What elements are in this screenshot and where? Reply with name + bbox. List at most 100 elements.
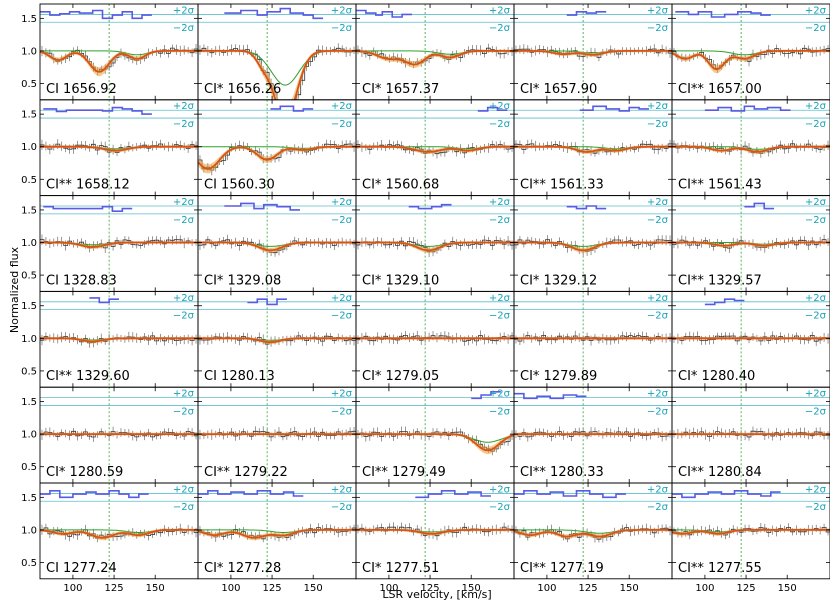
x-tick-label: 100 — [221, 583, 240, 594]
panel-label: CI** 1561.43 — [678, 178, 762, 193]
plus-sigma-label: +2σ — [173, 484, 195, 495]
panel-plot-area — [356, 291, 514, 388]
panel-label: CI** 1329.60 — [46, 369, 130, 384]
panel: +2σ −2σ CI 1277.24 0.5 1.0 1.5 100 125 150 — [21, 482, 199, 594]
panel: +2σ −2σ CI** 1279.22 — [197, 386, 357, 484]
plus-sigma-label: +2σ — [647, 101, 669, 112]
y-tick-label: 1.0 — [21, 238, 37, 249]
y-tick-label: 0.5 — [21, 79, 37, 90]
minus-sigma-label: −2σ — [647, 215, 669, 226]
y-tick-label: 1.0 — [21, 525, 37, 536]
panel-label: CI 1280.13 — [204, 369, 275, 384]
plus-sigma-label: +2σ — [173, 389, 195, 400]
x-tick-label: 100 — [537, 583, 556, 594]
panel-label: CI* 1329.12 — [520, 273, 597, 288]
residual-spectrum — [514, 392, 587, 400]
panel-label: CI** 1329.57 — [678, 273, 762, 288]
y-tick-label: 1.0 — [21, 430, 37, 441]
panels-layer: +2σ −2σ CI 1656.92 0.5 1.0 1.5 +2σ −2σ CI* 1656.… — [21, 3, 830, 594]
panel: +2σ −2σ CI 1560.30 — [197, 99, 357, 197]
residual-spectrum — [198, 490, 304, 497]
panel: +2σ −2σ CI* 1280.40 — [671, 290, 830, 388]
panel: +2σ −2σ CI* 1329.12 — [513, 195, 673, 292]
panel-plot-area — [198, 483, 356, 579]
model-uncertainty-band — [514, 528, 672, 539]
model-profile — [672, 529, 830, 535]
model-profile — [672, 50, 830, 71]
model-profile — [356, 50, 514, 66]
panel: +2σ −2σ CI** 1561.33 — [513, 99, 673, 197]
panel-plot-area — [514, 4, 672, 100]
plus-sigma-label: +2σ — [489, 5, 511, 16]
residual-spectrum — [477, 106, 508, 112]
y-tick-label: 1.0 — [21, 46, 37, 57]
model-profile — [514, 241, 672, 252]
plus-sigma-label: +2σ — [173, 197, 195, 208]
minus-sigma-label: −2σ — [173, 502, 195, 513]
panel-label: CI* 1279.89 — [520, 369, 597, 384]
minus-sigma-label: −2σ — [489, 23, 511, 34]
model-profile — [356, 241, 514, 252]
minus-sigma-label: −2σ — [805, 119, 827, 130]
minus-sigma-label: −2σ — [173, 406, 195, 417]
minus-sigma-label: −2σ — [647, 311, 669, 322]
plus-sigma-label: +2σ — [331, 389, 353, 400]
model-profile — [356, 529, 514, 535]
panel: +2σ −2σ CI* 1279.05 — [355, 290, 515, 388]
minus-sigma-label: −2σ — [489, 311, 511, 322]
panel-label: CI** 1280.84 — [678, 465, 762, 480]
panel: +2σ −2σ CI** 1280.84 — [671, 386, 830, 484]
panel-plot-area — [672, 195, 830, 292]
model-profile — [198, 337, 356, 344]
residual-spectrum — [408, 203, 452, 210]
x-tick-label: 100 — [63, 583, 82, 594]
residual-spectrum — [43, 106, 152, 115]
panel: +2σ −2σ CI** 1279.49 — [355, 386, 515, 484]
model-profile — [40, 241, 198, 249]
y-tick-label: 1.5 — [21, 205, 37, 216]
panel: +2σ −2σ CI** 1280.33 — [513, 386, 673, 484]
residual-spectrum — [514, 490, 626, 499]
plus-sigma-label: +2σ — [489, 197, 511, 208]
model-profile — [672, 241, 830, 247]
panel-plot-area — [356, 99, 514, 196]
panel: +2σ −2σ CI 1328.83 0.5 1.0 1.5 — [21, 195, 199, 292]
x-tick-label: 150 — [146, 583, 165, 594]
panel-plot-area — [198, 4, 356, 100]
y-tick-label: 1.5 — [21, 14, 37, 25]
model-profile — [40, 145, 198, 152]
residual-spectrum — [43, 205, 133, 212]
minus-sigma-label: −2σ — [489, 502, 511, 513]
panel-label: CI* 1329.10 — [362, 273, 439, 288]
x-tick-label: 150 — [462, 583, 481, 594]
x-tick-label: 150 — [304, 583, 323, 594]
minus-sigma-label: −2σ — [647, 502, 669, 513]
panel-plot-area — [672, 4, 830, 100]
y-tick-label: 1.5 — [21, 301, 37, 312]
panel-plot-area — [40, 291, 198, 388]
model-profile — [198, 241, 356, 252]
plus-sigma-label: +2σ — [331, 197, 353, 208]
panel-plot-area — [40, 99, 198, 196]
minus-sigma-label: −2σ — [331, 502, 353, 513]
minus-sigma-label: −2σ — [331, 119, 353, 130]
plus-sigma-label: +2σ — [805, 389, 827, 400]
residual-spectrum — [89, 297, 119, 304]
residual-spectrum — [247, 298, 287, 306]
panel-plot-area — [198, 291, 356, 388]
residual-spectrum — [566, 205, 607, 210]
panel-plot-area — [356, 387, 514, 483]
plus-sigma-label: +2σ — [331, 293, 353, 304]
y-tick-label: 1.0 — [21, 142, 37, 153]
model-profile — [198, 145, 356, 170]
panel: +2σ −2σ CI* 1277.28 100 125 150 — [197, 482, 357, 594]
minus-sigma-label: −2σ — [173, 215, 195, 226]
panel: +2σ −2σ CI* 1657.37 — [355, 3, 515, 101]
panel: +2σ −2σ CI** 1329.60 0.5 1.0 1.5 — [21, 290, 199, 388]
plus-sigma-label: +2σ — [173, 101, 195, 112]
model-uncertainty-band — [356, 241, 514, 253]
panel-label: CI** 1277.55 — [678, 561, 762, 576]
plus-sigma-label: +2σ — [489, 389, 511, 400]
panel: +2σ −2σ CI** 1329.57 — [671, 195, 830, 292]
minus-sigma-label: −2σ — [805, 311, 827, 322]
